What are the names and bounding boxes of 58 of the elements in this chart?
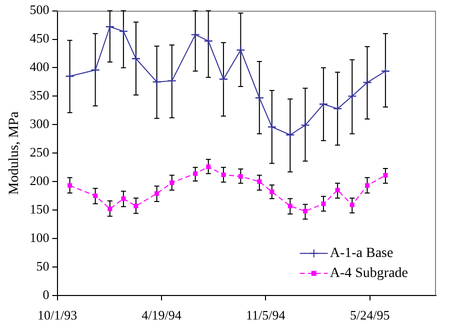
point	[105, 22, 115, 32]
point	[335, 188, 340, 192]
y-tick-label: 200	[30, 172, 50, 188]
point	[286, 130, 295, 140]
point	[348, 92, 357, 101]
point	[68, 183, 72, 188]
point	[121, 196, 126, 201]
y-tick-label: 150	[30, 201, 50, 216]
x-tick-label: 10/1/93	[37, 308, 78, 323]
point	[321, 201, 326, 206]
point	[332, 104, 342, 114]
point	[65, 72, 74, 81]
point	[204, 36, 213, 46]
point	[350, 202, 354, 208]
point	[288, 204, 292, 208]
point	[154, 191, 160, 196]
point	[383, 173, 388, 178]
point	[236, 45, 246, 55]
point	[167, 76, 176, 86]
point	[218, 74, 228, 84]
point	[190, 30, 200, 40]
point	[134, 204, 138, 208]
point	[318, 100, 328, 109]
y-tick-label: 400	[30, 59, 50, 74]
point	[300, 120, 310, 130]
y-tick-label: 50	[36, 258, 50, 274]
point	[362, 78, 372, 88]
x-tick-label: 5/24/95	[350, 308, 390, 323]
point	[267, 122, 277, 132]
point	[302, 208, 308, 214]
point	[254, 93, 264, 102]
legend-label: A-4 Subgrade	[330, 266, 408, 282]
point	[131, 54, 141, 64]
point	[90, 65, 100, 75]
point	[193, 171, 198, 176]
point	[380, 66, 390, 76]
y-tick-label: 500	[30, 2, 50, 18]
x-tick-label: 11/5/94	[246, 308, 286, 323]
y-tick-label: 100	[30, 230, 50, 245]
point	[152, 77, 162, 87]
point	[118, 26, 128, 36]
y-tick-label: 350	[30, 88, 50, 103]
point	[93, 194, 98, 198]
y-tick-label: 0	[42, 286, 50, 302]
x-tick-label: 4/19/94	[142, 308, 182, 323]
point	[108, 206, 112, 212]
point	[364, 183, 370, 188]
legend-label: A-1-a Base	[330, 246, 394, 262]
y-tick-label: 450	[30, 30, 50, 46]
y-tick-label: 300	[30, 116, 50, 132]
point	[206, 164, 211, 170]
y-axis-title: Modulus, MPa	[7, 110, 22, 195]
point	[221, 172, 226, 177]
y-tick-label: 250	[30, 144, 50, 160]
point	[238, 174, 243, 179]
point	[170, 180, 174, 185]
point	[257, 179, 262, 184]
point	[270, 190, 274, 194]
